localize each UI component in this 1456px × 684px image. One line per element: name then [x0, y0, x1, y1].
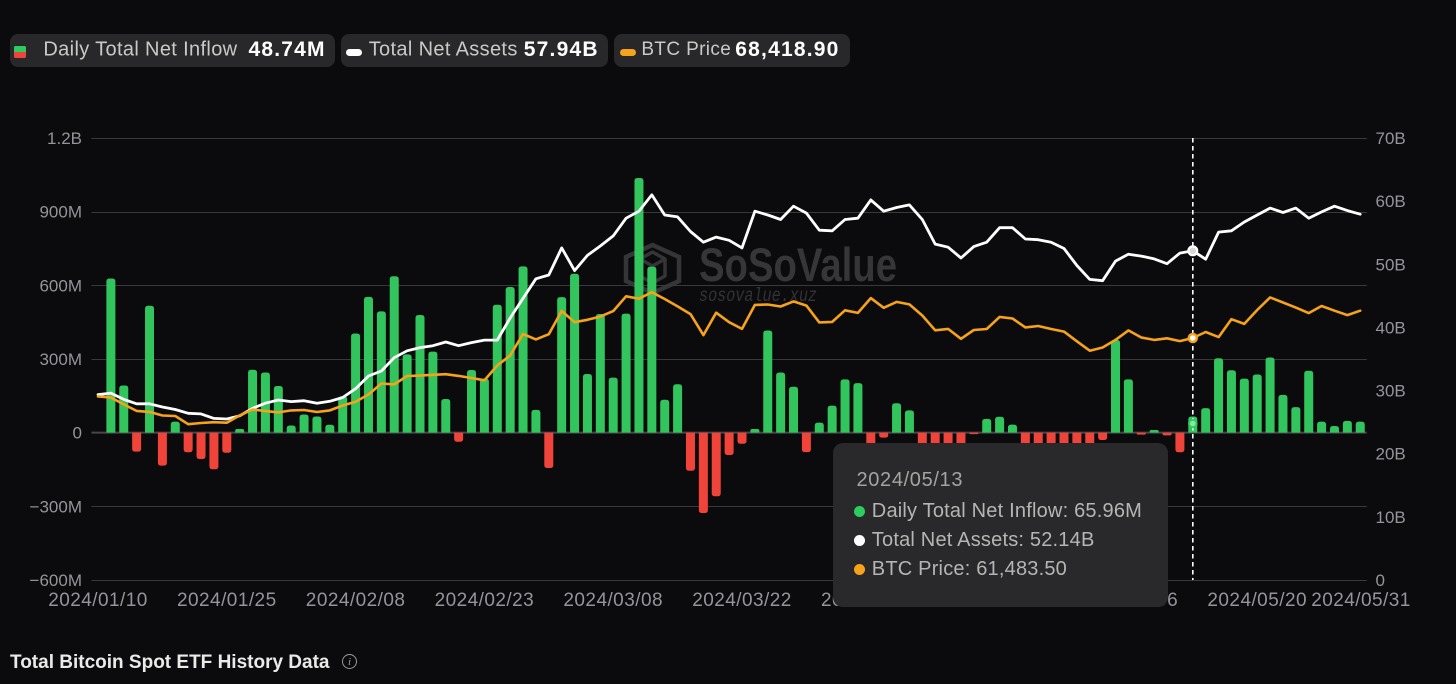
svg-text:2024/03/08: 2024/03/08 — [563, 590, 663, 611]
svg-text:2024/03/22: 2024/03/22 — [692, 590, 792, 611]
svg-text:SoSoValue: SoSoValue — [699, 238, 897, 291]
svg-text:70B: 70B — [1376, 129, 1406, 148]
svg-text:sosovalue.xuz: sosovalue.xuz — [699, 285, 817, 307]
svg-text:40B: 40B — [1376, 318, 1406, 337]
svg-text:10B: 10B — [1376, 508, 1406, 527]
svg-text:2024/01/25: 2024/01/25 — [177, 590, 277, 611]
svg-text:−600M: −600M — [30, 571, 82, 590]
svg-text:0: 0 — [1376, 571, 1385, 590]
svg-text:2024/02/23: 2024/02/23 — [435, 590, 535, 611]
svg-text:−300M: −300M — [30, 497, 82, 516]
svg-text:300M: 300M — [39, 350, 82, 369]
svg-text:2024/01/10: 2024/01/10 — [48, 590, 148, 611]
svg-text:900M: 900M — [39, 203, 82, 222]
svg-text:1.2B: 1.2B — [47, 129, 82, 148]
svg-text:20B: 20B — [1376, 445, 1406, 464]
svg-text:50B: 50B — [1376, 255, 1406, 274]
svg-text:60B: 60B — [1376, 192, 1406, 211]
svg-text:2024/02/08: 2024/02/08 — [306, 590, 406, 611]
svg-text:30B: 30B — [1376, 382, 1406, 401]
svg-text:2024/05/20: 2024/05/20 — [1207, 590, 1307, 611]
svg-text:0: 0 — [73, 424, 82, 443]
svg-text:2024/05/31: 2024/05/31 — [1311, 590, 1411, 611]
svg-text:600M: 600M — [39, 276, 82, 295]
